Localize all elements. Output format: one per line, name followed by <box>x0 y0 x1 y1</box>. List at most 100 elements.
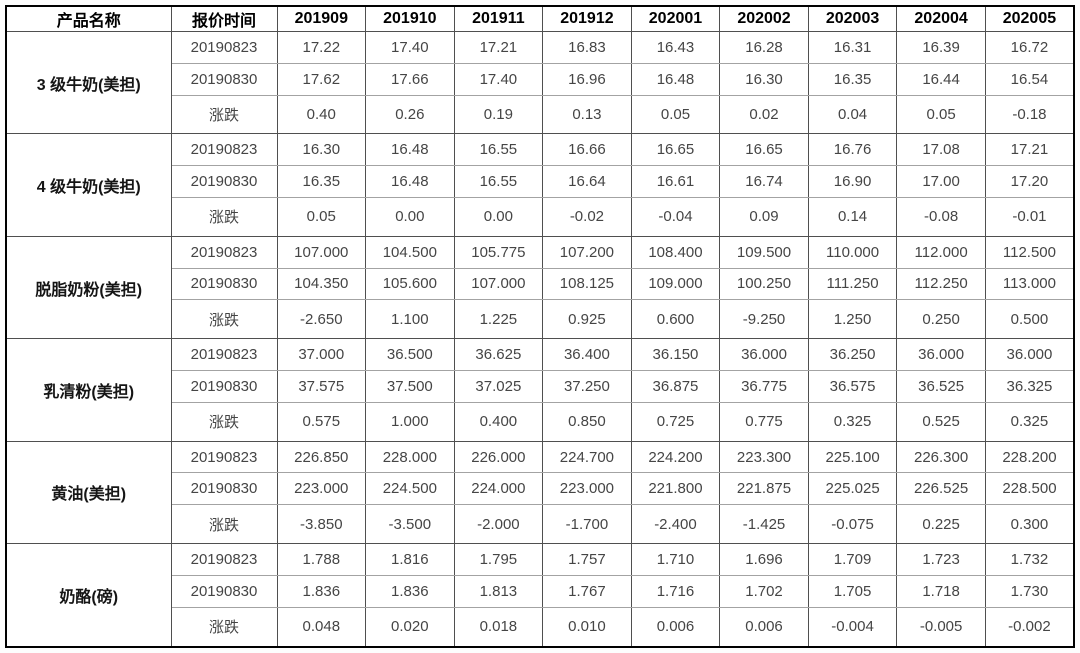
value-cell: 0.020 <box>365 606 455 648</box>
quote-time-cell: 20190823 <box>170 440 278 474</box>
value-cell: 0.400 <box>453 401 544 442</box>
value-cell: 16.30 <box>276 133 367 167</box>
table-row: 涨跌 0.048 0.020 0.018 0.010 0.006 0.006 -0.004 -0… <box>6 606 1075 648</box>
quote-time-cell: 20190823 <box>170 31 278 64</box>
value-cell: 224.700 <box>542 440 632 474</box>
table-row: 涨跌 0.575 1.000 0.400 0.850 0.725 0.775 0.325 0.5… <box>6 401 1075 442</box>
value-cell: 107.200 <box>542 235 632 269</box>
product-name-cell: 3 级牛奶(美担) <box>5 30 172 135</box>
value-cell: 17.08 <box>896 133 986 167</box>
value-cell: 37.000 <box>276 338 367 371</box>
value-cell: 36.400 <box>542 338 632 371</box>
header-product-name: 产品名称 <box>5 5 172 32</box>
value-cell: 16.76 <box>807 133 898 167</box>
table-row: 乳清粉(美担) 20190823 37.000 36.500 36.625 36.400 3… <box>5 338 1075 442</box>
value-cell: 36.525 <box>896 370 986 403</box>
value-cell: 16.35 <box>807 62 898 96</box>
value-cell: 110.000 <box>807 235 898 269</box>
value-cell: 111.250 <box>807 267 898 301</box>
value-cell: 17.21 <box>453 31 544 64</box>
value-cell: 16.66 <box>542 133 632 167</box>
value-cell: 37.025 <box>453 370 544 403</box>
value-cell: 1.836 <box>276 574 367 608</box>
value-cell: -3.500 <box>365 504 455 545</box>
table-header: 产品名称 报价时间 201909 201910 201911 201912 202001 20… <box>5 5 1075 32</box>
value-cell: 1.000 <box>365 401 455 442</box>
value-cell: 107.000 <box>453 267 544 301</box>
table-row: 奶酪(磅) 20190823 1.788 1.816 1.795 1.757 1.710 1.… <box>5 543 1075 648</box>
value-cell: 221.875 <box>719 472 809 506</box>
value-cell: 228.000 <box>365 440 455 474</box>
value-cell: 0.775 <box>719 401 809 442</box>
value-cell: 16.48 <box>365 133 455 167</box>
value-cell: 0.325 <box>807 401 898 442</box>
quote-time-cell: 20190830 <box>170 62 278 96</box>
value-cell: 0.250 <box>896 299 986 340</box>
value-cell: 0.925 <box>542 299 632 340</box>
value-cell: 17.62 <box>276 62 367 96</box>
value-cell: 224.500 <box>365 472 455 506</box>
value-cell: 17.40 <box>365 31 455 64</box>
value-cell: 0.04 <box>807 94 898 135</box>
value-cell: 0.006 <box>630 606 721 648</box>
value-cell: 0.00 <box>453 196 544 237</box>
value-cell: 1.250 <box>807 299 898 340</box>
value-cell: 36.000 <box>719 338 809 371</box>
table-row: 黄油(美担) 20190823 226.850 228.000 226.000 224.7… <box>5 440 1075 545</box>
value-cell: 16.28 <box>719 31 809 64</box>
header-quote-time: 报价时间 <box>170 5 278 32</box>
value-cell: 1.696 <box>719 543 809 576</box>
value-cell: -9.250 <box>719 299 809 340</box>
value-cell: 16.48 <box>630 62 721 96</box>
value-cell: 0.500 <box>984 299 1075 340</box>
value-cell: 1.767 <box>542 574 632 608</box>
value-cell: 1.718 <box>896 574 986 608</box>
quote-time-cell: 涨跌 <box>170 401 278 442</box>
value-cell: 16.96 <box>542 62 632 96</box>
header-month-201909: 201909 <box>276 5 367 32</box>
value-cell: 0.09 <box>719 196 809 237</box>
value-cell: 16.83 <box>542 31 632 64</box>
value-cell: -0.075 <box>807 504 898 545</box>
value-cell: 226.850 <box>276 440 367 474</box>
value-cell: 16.30 <box>719 62 809 96</box>
value-cell: 16.61 <box>630 165 721 198</box>
value-cell: -1.425 <box>719 504 809 545</box>
quote-time-cell: 20190823 <box>170 235 278 269</box>
value-cell: -2.000 <box>453 504 544 545</box>
value-cell: 223.300 <box>719 440 809 474</box>
value-cell: 37.250 <box>542 370 632 403</box>
value-cell: 1.723 <box>896 543 986 576</box>
value-cell: 0.225 <box>896 504 986 545</box>
value-cell: -2.400 <box>630 504 721 545</box>
value-cell: -1.700 <box>542 504 632 545</box>
quote-time-cell: 20190830 <box>170 574 278 608</box>
value-cell: -0.18 <box>984 94 1075 135</box>
value-cell: 0.575 <box>276 401 367 442</box>
header-month-201910: 201910 <box>365 5 455 32</box>
value-cell: 0.725 <box>630 401 721 442</box>
value-cell: 1.788 <box>276 543 367 576</box>
value-cell: 16.48 <box>365 165 455 198</box>
value-cell: 16.43 <box>630 31 721 64</box>
header-month-202001: 202001 <box>630 5 721 32</box>
value-cell: 0.018 <box>453 606 544 648</box>
value-cell: 16.35 <box>276 165 367 198</box>
value-cell: 1.730 <box>984 574 1075 608</box>
value-cell: 105.775 <box>453 235 544 269</box>
value-cell: 0.13 <box>542 94 632 135</box>
value-cell: 112.500 <box>984 235 1075 269</box>
product-name-cell: 黄油(美担) <box>5 440 172 545</box>
value-cell: 0.048 <box>276 606 367 648</box>
value-cell: 17.66 <box>365 62 455 96</box>
value-cell: 1.836 <box>365 574 455 608</box>
table-row: 20190830 16.35 16.48 16.55 16.64 16.61 16.74 16… <box>6 165 1075 198</box>
table-row: 20190830 104.350 105.600 107.000 108.125 109.… <box>6 267 1075 301</box>
value-cell: 104.500 <box>365 235 455 269</box>
value-cell: 0.40 <box>276 94 367 135</box>
quote-time-cell: 20190823 <box>170 338 278 371</box>
value-cell: 0.05 <box>896 94 986 135</box>
value-cell: -0.04 <box>630 196 721 237</box>
quote-time-cell: 涨跌 <box>170 299 278 340</box>
quote-time-cell: 涨跌 <box>170 504 278 545</box>
